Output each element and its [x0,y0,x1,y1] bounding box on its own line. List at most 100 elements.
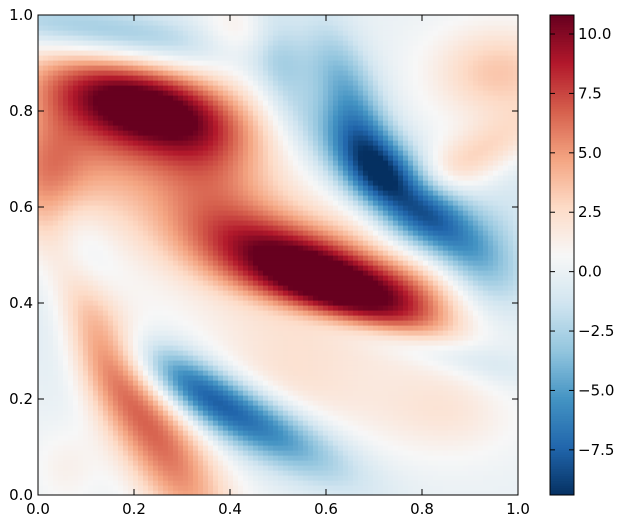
heatmap-cell [193,85,199,91]
heatmap-cell [113,410,119,416]
heatmap-cell [183,395,189,401]
heatmap-cell [243,165,249,171]
heatmap-cell [273,420,279,426]
heatmap-cell [88,445,94,451]
heatmap-cell [43,415,49,421]
heatmap-cell [213,290,219,296]
heatmap-cell [293,460,299,466]
heatmap-cell [223,135,229,141]
heatmap-cell [108,30,114,36]
heatmap-cell [228,240,234,246]
heatmap-cell [113,160,119,166]
heatmap-cell [58,425,64,431]
heatmap-cell [63,90,69,96]
heatmap-cell [238,155,244,161]
heatmap-cell [203,320,209,326]
heatmap-cell [58,255,64,261]
heatmap-cell [133,25,139,31]
heatmap-cell [178,360,184,366]
heatmap-cell [138,200,144,206]
heatmap-cell [263,400,269,406]
heatmap-cell [43,75,49,81]
heatmap-cell [53,230,59,236]
heatmap-cell [173,205,179,211]
heatmap-cell [238,80,244,86]
heatmap-cell [53,215,59,221]
heatmap-cell [228,180,234,186]
heatmap-cell [108,215,114,221]
heatmap-cell [178,315,184,321]
heatmap-cell [148,450,154,456]
heatmap-cell [108,160,114,166]
heatmap-cell [218,490,224,495]
heatmap-cell [93,475,99,481]
heatmap-cell [38,205,44,211]
heatmap-cell [153,220,159,226]
heatmap-cell [288,320,294,326]
heatmap-cell [108,340,114,346]
heatmap-cell [48,180,54,186]
heatmap-cell [143,320,149,326]
heatmap-cell [218,135,224,141]
heatmap-cell [43,380,49,386]
heatmap-cell [173,75,179,81]
heatmap-cell [248,480,254,486]
heatmap-cell [283,365,289,371]
heatmap-cell [108,270,114,276]
heatmap-cell [243,210,249,216]
heatmap-cell [143,70,149,76]
heatmap-cell [293,90,299,96]
heatmap-cell [38,200,44,206]
heatmap-cell [143,490,149,495]
heatmap-cell [258,265,264,271]
heatmap-cell [143,100,149,106]
heatmap-cell [58,285,64,291]
heatmap-cell [228,425,234,431]
heatmap-cell [213,425,219,431]
heatmap-cell [133,330,139,336]
heatmap-cell [183,175,189,181]
heatmap-cell [228,230,234,236]
heatmap-cell [68,465,74,471]
heatmap-cell [263,195,269,201]
heatmap-cell [53,225,59,231]
heatmap-cell [148,180,154,186]
heatmap-cell [278,305,284,311]
heatmap-cell [273,105,279,111]
heatmap-cell [143,95,149,101]
heatmap-cell [258,205,264,211]
heatmap-cell [188,250,194,256]
heatmap-cell [263,20,269,26]
heatmap-cell [163,400,169,406]
heatmap-cell [93,455,99,461]
heatmap-cell [138,295,144,301]
heatmap-cell [253,250,259,256]
heatmap-cell [138,275,144,281]
heatmap-cell [103,230,109,236]
heatmap-cell [103,140,109,146]
heatmap-cell [138,315,144,321]
heatmap-cell [248,475,254,481]
heatmap-cell [208,105,214,111]
heatmap-cell [163,30,169,36]
heatmap-cell [58,180,64,186]
heatmap-cell [263,80,269,86]
heatmap-cell [163,445,169,451]
heatmap-cell [193,60,199,66]
heatmap-cell [143,50,149,56]
heatmap-cell [68,425,74,431]
heatmap-cell [288,90,294,96]
heatmap-cell [268,300,274,306]
heatmap-cell [288,400,294,406]
heatmap-cell [88,335,94,341]
heatmap-cell [238,140,244,146]
heatmap-cell [223,55,229,61]
heatmap-cell [288,185,294,191]
heatmap-cell [293,320,299,326]
heatmap-cell [118,65,124,71]
heatmap-cell [253,120,259,126]
heatmap-cell [93,490,99,495]
heatmap-cell [38,125,44,131]
heatmap-cell [83,450,89,456]
heatmap-cell [48,95,54,101]
